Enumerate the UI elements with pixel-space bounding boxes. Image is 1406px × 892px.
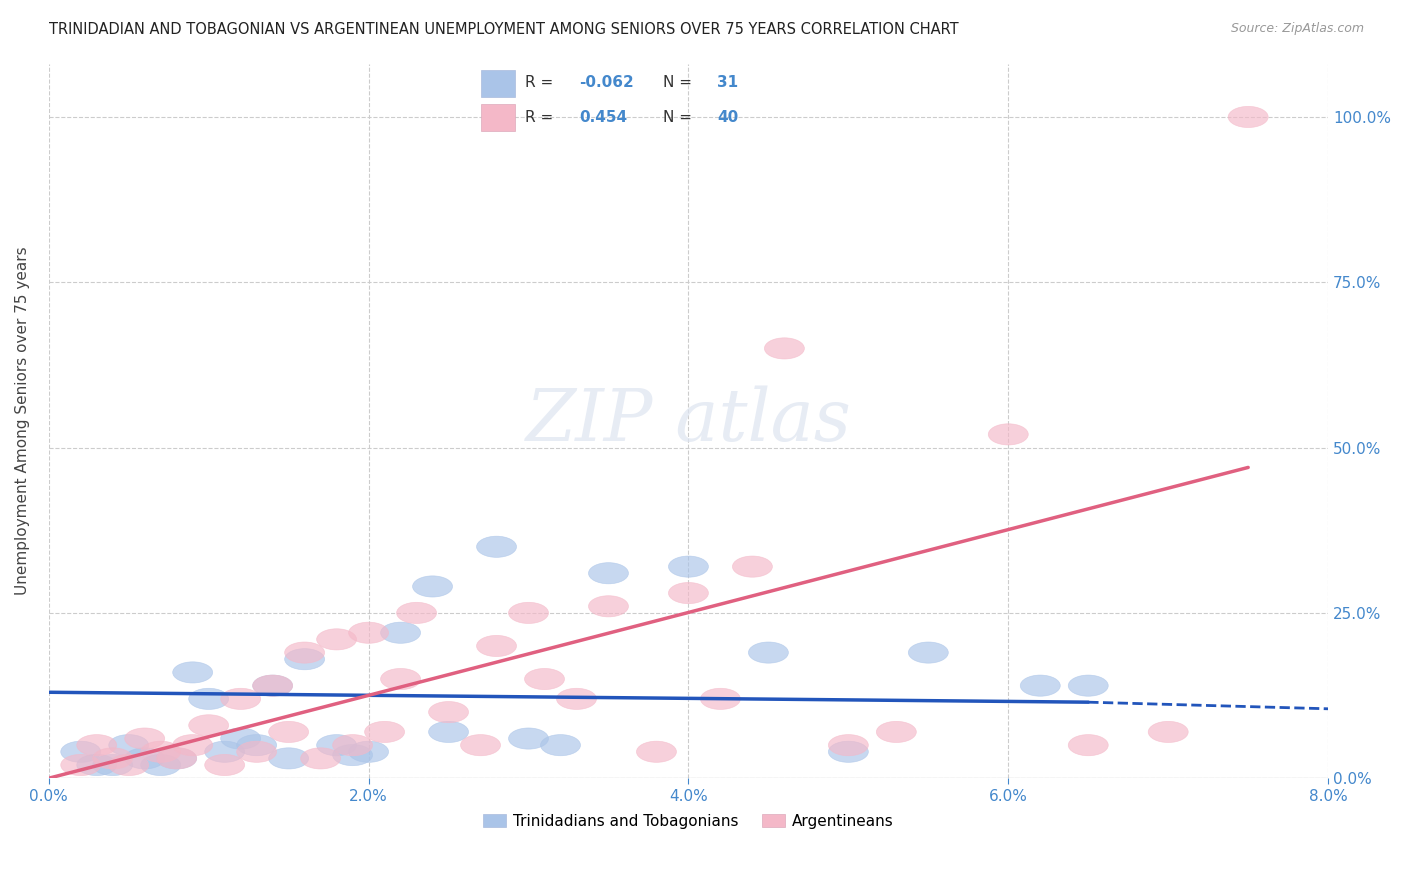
Ellipse shape bbox=[828, 735, 869, 756]
Ellipse shape bbox=[93, 747, 132, 769]
Ellipse shape bbox=[668, 582, 709, 604]
Ellipse shape bbox=[828, 741, 869, 763]
Text: TRINIDADIAN AND TOBAGONIAN VS ARGENTINEAN UNEMPLOYMENT AMONG SENIORS OVER 75 YEA: TRINIDADIAN AND TOBAGONIAN VS ARGENTINEA… bbox=[49, 22, 959, 37]
Ellipse shape bbox=[381, 622, 420, 643]
Ellipse shape bbox=[108, 755, 149, 775]
Text: 40: 40 bbox=[717, 110, 738, 125]
Ellipse shape bbox=[429, 701, 468, 723]
Ellipse shape bbox=[557, 689, 596, 709]
Ellipse shape bbox=[236, 741, 277, 763]
Ellipse shape bbox=[77, 755, 117, 775]
FancyBboxPatch shape bbox=[481, 104, 515, 130]
Ellipse shape bbox=[349, 622, 388, 643]
Ellipse shape bbox=[253, 675, 292, 697]
Ellipse shape bbox=[141, 755, 181, 775]
Ellipse shape bbox=[733, 556, 772, 577]
Ellipse shape bbox=[60, 741, 101, 763]
Text: R =: R = bbox=[524, 76, 558, 90]
Ellipse shape bbox=[316, 735, 357, 756]
Ellipse shape bbox=[221, 689, 260, 709]
Ellipse shape bbox=[1021, 675, 1060, 697]
Text: N =: N = bbox=[664, 110, 697, 125]
Ellipse shape bbox=[540, 735, 581, 756]
Ellipse shape bbox=[77, 735, 117, 756]
Text: 31: 31 bbox=[717, 76, 738, 90]
Ellipse shape bbox=[1229, 106, 1268, 128]
Ellipse shape bbox=[221, 728, 260, 749]
Ellipse shape bbox=[748, 642, 789, 663]
Ellipse shape bbox=[173, 662, 212, 683]
Ellipse shape bbox=[156, 747, 197, 769]
Ellipse shape bbox=[589, 563, 628, 583]
Ellipse shape bbox=[253, 675, 292, 697]
Ellipse shape bbox=[668, 556, 709, 577]
Ellipse shape bbox=[1149, 722, 1188, 742]
Ellipse shape bbox=[477, 536, 516, 558]
Ellipse shape bbox=[284, 648, 325, 670]
Ellipse shape bbox=[524, 668, 564, 690]
Ellipse shape bbox=[316, 629, 357, 650]
Ellipse shape bbox=[205, 741, 245, 763]
Ellipse shape bbox=[988, 424, 1028, 445]
Ellipse shape bbox=[765, 338, 804, 359]
Ellipse shape bbox=[349, 741, 388, 763]
Ellipse shape bbox=[1069, 735, 1108, 756]
Ellipse shape bbox=[1069, 675, 1108, 697]
Text: R =: R = bbox=[524, 110, 558, 125]
Ellipse shape bbox=[333, 735, 373, 756]
Text: Source: ZipAtlas.com: Source: ZipAtlas.com bbox=[1230, 22, 1364, 36]
Ellipse shape bbox=[509, 602, 548, 624]
Ellipse shape bbox=[284, 642, 325, 663]
Ellipse shape bbox=[333, 745, 373, 765]
Ellipse shape bbox=[93, 755, 132, 775]
Ellipse shape bbox=[236, 735, 277, 756]
Ellipse shape bbox=[269, 722, 309, 742]
Ellipse shape bbox=[908, 642, 948, 663]
Text: ZIP atlas: ZIP atlas bbox=[526, 386, 852, 457]
Ellipse shape bbox=[509, 728, 548, 749]
Text: 0.454: 0.454 bbox=[579, 110, 627, 125]
Ellipse shape bbox=[637, 741, 676, 763]
Ellipse shape bbox=[589, 596, 628, 617]
Ellipse shape bbox=[429, 722, 468, 742]
Ellipse shape bbox=[156, 747, 197, 769]
Ellipse shape bbox=[876, 722, 917, 742]
Ellipse shape bbox=[381, 668, 420, 690]
Y-axis label: Unemployment Among Seniors over 75 years: Unemployment Among Seniors over 75 years bbox=[15, 247, 30, 596]
Ellipse shape bbox=[364, 722, 405, 742]
Ellipse shape bbox=[141, 741, 181, 763]
Text: N =: N = bbox=[664, 76, 697, 90]
Ellipse shape bbox=[60, 755, 101, 775]
Ellipse shape bbox=[700, 689, 741, 709]
Ellipse shape bbox=[188, 714, 229, 736]
Ellipse shape bbox=[269, 747, 309, 769]
Ellipse shape bbox=[173, 735, 212, 756]
Ellipse shape bbox=[108, 735, 149, 756]
Ellipse shape bbox=[125, 728, 165, 749]
Ellipse shape bbox=[477, 635, 516, 657]
Text: -0.062: -0.062 bbox=[579, 76, 634, 90]
Ellipse shape bbox=[461, 735, 501, 756]
FancyBboxPatch shape bbox=[481, 70, 515, 96]
Ellipse shape bbox=[125, 747, 165, 769]
Legend: Trinidadians and Tobagonians, Argentineans: Trinidadians and Tobagonians, Argentinea… bbox=[477, 807, 900, 835]
Ellipse shape bbox=[396, 602, 437, 624]
Ellipse shape bbox=[188, 689, 229, 709]
Ellipse shape bbox=[301, 747, 340, 769]
Ellipse shape bbox=[205, 755, 245, 775]
Ellipse shape bbox=[412, 576, 453, 597]
